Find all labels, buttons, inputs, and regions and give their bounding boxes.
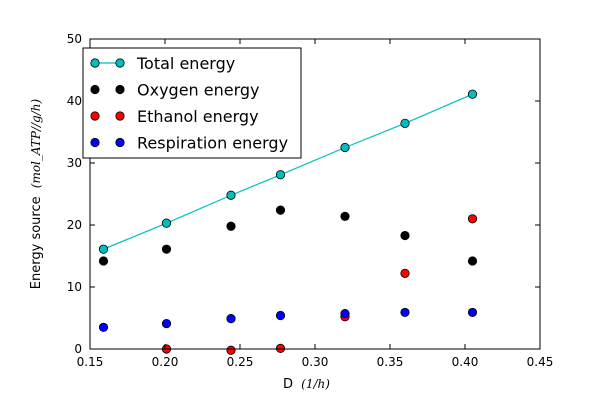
oxygen-energy-point xyxy=(340,211,350,221)
y-tick-label: 40 xyxy=(67,94,82,108)
legend-label: Ethanol energy xyxy=(137,107,259,126)
plot-marks xyxy=(98,89,478,355)
legend-label: Respiration energy xyxy=(137,134,288,153)
respiration-energy-point xyxy=(226,314,236,324)
legend-item-respiration-energy: Respiration energy xyxy=(90,134,288,153)
legend: Total energy Oxygen energy Ethanol energy R… xyxy=(82,47,302,159)
legend-item-total-energy: Total energy xyxy=(90,54,235,73)
x-tick-label: 0.45 xyxy=(527,355,554,369)
legend-item-ethanol-energy: Ethanol energy xyxy=(90,107,259,126)
respiration-energy-point xyxy=(161,318,172,329)
total-energy-point xyxy=(226,190,236,200)
axis-ticks: 0.15 0.20 0.25 0.30 0.35 0.40 0.45 0 10 20 30 40 50 xyxy=(67,32,554,369)
total-energy-point xyxy=(161,218,172,228)
total-energy-point xyxy=(467,89,478,99)
oxygen-energy-point xyxy=(275,205,286,215)
oxygen-energy-point xyxy=(98,256,109,266)
x-tick-label: 0.40 xyxy=(452,355,479,369)
legend-marker xyxy=(115,111,125,121)
legend-label: Oxygen energy xyxy=(137,81,260,100)
legend-marker xyxy=(115,84,125,95)
oxygen-energy-point xyxy=(467,256,478,266)
oxygen-energy-point xyxy=(400,230,410,241)
legend-item-oxygen-energy: Oxygen energy xyxy=(90,81,260,100)
respiration-energy-point xyxy=(340,309,350,319)
respiration-energy-point xyxy=(400,307,410,318)
x-tick-label: 0.15 xyxy=(77,355,104,369)
series-ethanol-energy xyxy=(161,214,478,355)
legend-marker xyxy=(90,111,100,121)
ethanol-energy-point xyxy=(467,214,478,224)
y-tick-label: 30 xyxy=(67,156,82,170)
x-tick-label: 0.20 xyxy=(152,355,179,369)
legend-label: Total energy xyxy=(136,54,235,73)
y-tick-label: 20 xyxy=(67,218,82,232)
respiration-energy-point xyxy=(275,310,286,321)
legend-marker xyxy=(115,58,125,68)
y-tick-label: 10 xyxy=(67,280,82,294)
ethanol-energy-point xyxy=(400,268,410,278)
series-total-energy xyxy=(98,89,478,254)
x-tick-label: 0.35 xyxy=(377,355,404,369)
legend-marker xyxy=(90,58,100,68)
ethanol-energy-point xyxy=(275,343,286,353)
total-energy-point xyxy=(400,118,410,128)
y-tick-label: 0 xyxy=(74,342,82,356)
x-tick-label: 0.30 xyxy=(302,355,329,369)
series-oxygen-energy xyxy=(98,205,478,266)
total-energy-point xyxy=(275,170,286,180)
y-axis-label: Energy source (mol_ATP//g/h) xyxy=(29,98,44,289)
ethanol-energy-point xyxy=(226,345,236,355)
total-energy-point xyxy=(340,142,350,153)
total-energy-point xyxy=(98,244,109,254)
respiration-energy-point xyxy=(98,322,109,332)
respiration-energy-point xyxy=(467,307,478,318)
x-axis-label: D (1/h) xyxy=(283,377,330,392)
legend-marker xyxy=(90,137,100,148)
y-tick-label: 50 xyxy=(67,32,82,46)
oxygen-energy-point xyxy=(161,244,172,254)
legend-entries: Total energy Oxygen energy Ethanol energy R… xyxy=(90,54,288,153)
legend-marker xyxy=(115,137,125,148)
series-respiration-energy xyxy=(98,307,478,332)
legend-marker xyxy=(90,84,100,95)
oxygen-energy-point xyxy=(226,221,236,231)
x-tick-label: 0.25 xyxy=(227,355,254,369)
